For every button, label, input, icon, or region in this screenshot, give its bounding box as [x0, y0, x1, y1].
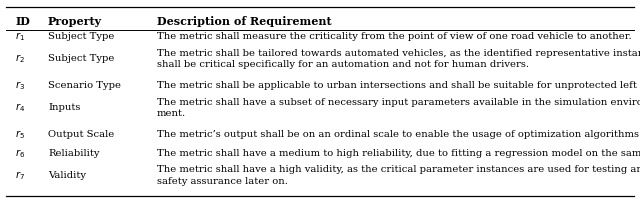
Text: $r_{6}$: $r_{6}$ — [15, 146, 26, 159]
Text: $r_{5}$: $r_{5}$ — [15, 128, 25, 141]
Text: The metric shall have a subset of necessary input parameters available in the si: The metric shall have a subset of necess… — [157, 97, 640, 118]
Text: The metric’s output shall be on an ordinal scale to enable the usage of optimiza: The metric’s output shall be on an ordin… — [157, 130, 640, 139]
Text: The metric shall be tailored towards automated vehicles, as the identified repre: The metric shall be tailored towards aut… — [157, 48, 640, 69]
Text: Property: Property — [48, 16, 102, 26]
Text: $r_{4}$: $r_{4}$ — [15, 101, 26, 114]
Text: Description of Requirement: Description of Requirement — [157, 16, 332, 26]
Text: The metric shall have a high validity, as the critical parameter instances are u: The metric shall have a high validity, a… — [157, 164, 640, 185]
Text: $r_{3}$: $r_{3}$ — [15, 79, 26, 92]
Text: $r_{1}$: $r_{1}$ — [15, 30, 25, 43]
Text: $r_{2}$: $r_{2}$ — [15, 52, 25, 65]
Text: Output Scale: Output Scale — [48, 130, 115, 139]
Text: Inputs: Inputs — [48, 103, 81, 112]
Text: Subject Type: Subject Type — [48, 32, 115, 41]
Text: Subject Type: Subject Type — [48, 54, 115, 63]
Text: Validity: Validity — [48, 170, 86, 179]
Text: Reliability: Reliability — [48, 148, 99, 157]
Text: The metric shall be applicable to urban intersections and shall be suitable for : The metric shall be applicable to urban … — [157, 81, 640, 90]
Text: ID: ID — [15, 16, 30, 26]
Text: Scenario Type: Scenario Type — [48, 81, 121, 90]
Text: The metric shall measure the criticality from the point of view of one road vehi: The metric shall measure the criticality… — [157, 32, 632, 41]
Text: $r_{7}$: $r_{7}$ — [15, 168, 26, 181]
Text: The metric shall have a medium to high reliability, due to fitting a regression : The metric shall have a medium to high r… — [157, 148, 640, 157]
